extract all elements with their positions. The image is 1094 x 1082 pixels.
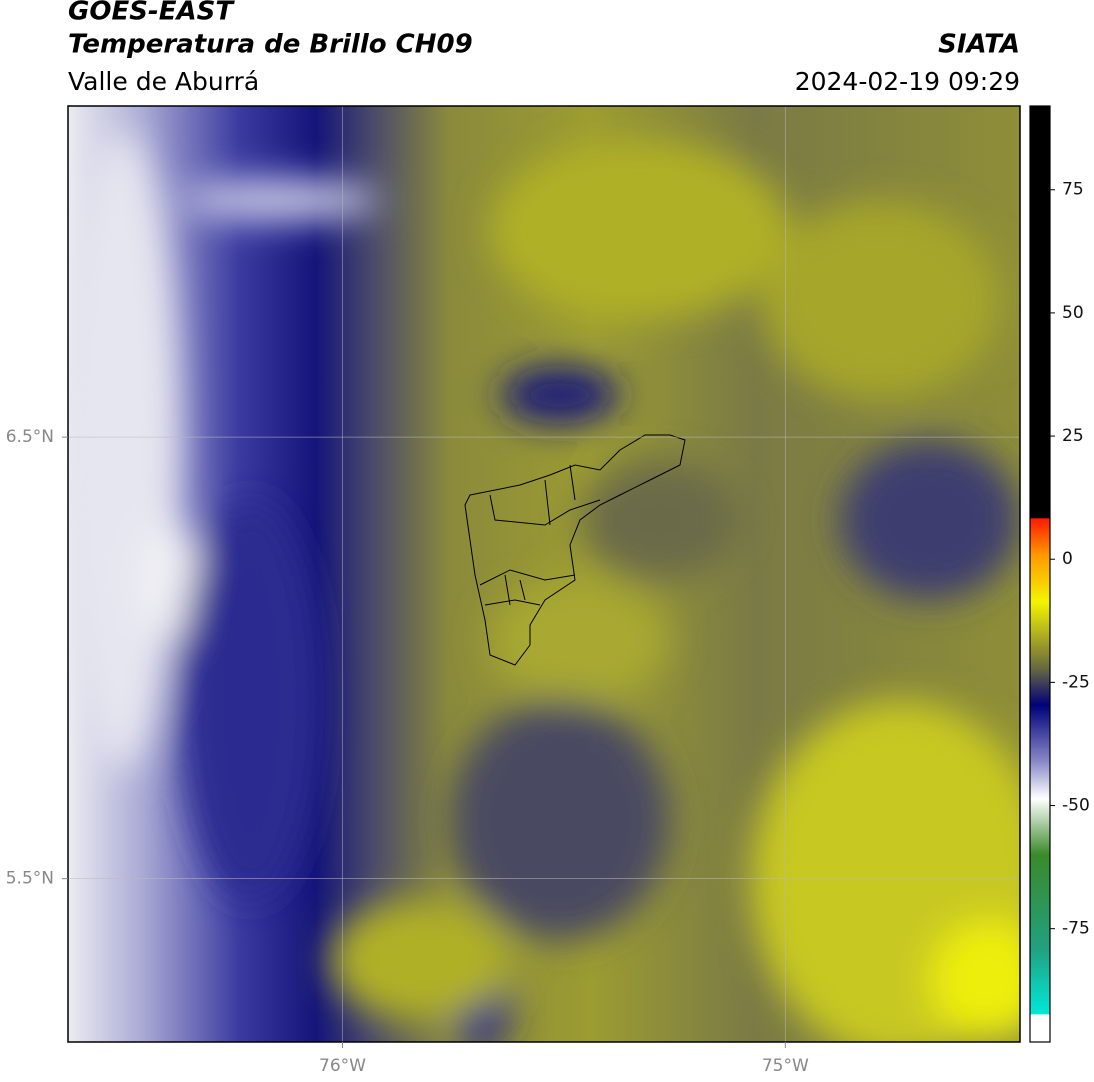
grid [68,106,1020,1042]
colorbar-tick-label: 50 [1062,303,1084,323]
colorbar-tick-label: 25 [1062,426,1084,446]
satellite-image [68,106,1020,1042]
x-tick-label: 76°W [319,1056,366,1076]
colorbar-tick-label: 75 [1062,180,1084,200]
datetime: 2024-02-19 09:29 [795,67,1020,96]
colorbar-tick-label: -25 [1062,672,1090,692]
region: Valle de Aburrá [68,67,259,96]
subtitle: Temperatura de Brillo CH09 [68,30,473,60]
colorbar [1029,105,1051,1043]
title: GOES-EAST [68,0,235,27]
colorbar-tick-label: -50 [1062,796,1090,816]
y-tick-label: 6.5°N [6,427,54,447]
colorbar-tick-label: -75 [1062,919,1090,939]
y-tick-label: 5.5°N [6,869,54,889]
x-tick-label: 75°W [762,1056,809,1076]
source: SIATA [938,30,1020,60]
colorbar-tick-label: 0 [1062,549,1073,569]
map-frame [67,105,1021,1043]
